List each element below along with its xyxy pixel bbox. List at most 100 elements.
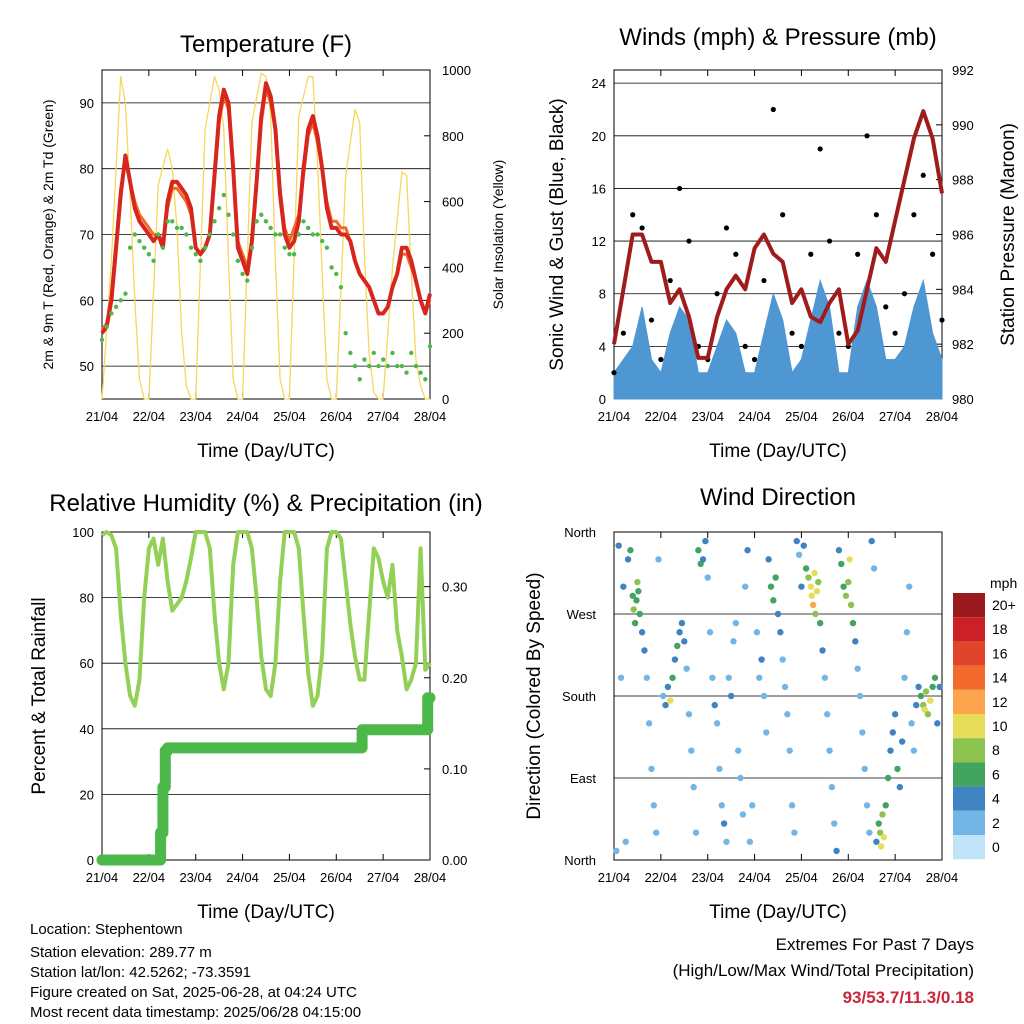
direction-point [786,747,793,754]
figure-created-timestamp: Figure created on Sat, 2025-06-28, at 04… [30,984,357,1001]
direction-point [906,583,913,590]
direction-point [739,811,747,818]
dewpoint-point [418,370,423,375]
dewpoint-point [263,219,269,224]
dewpoint-point [287,252,292,257]
panel-3 [101,531,431,861]
dewpoint-point [380,357,386,362]
station-location: Location: Stephentown [30,921,183,938]
dewpoint-point [216,205,222,211]
direction-point [861,765,868,773]
wind-area [613,278,943,400]
direction-point [880,834,888,841]
dewpoint-point [399,363,405,369]
gust-point [892,330,898,336]
direction-point [831,820,838,827]
direction-point [908,720,915,727]
colorbar-swatch [953,762,985,787]
direction-point [842,592,850,599]
direction-point [896,783,904,791]
dewpoint-point [99,337,105,342]
chart-title: Wind Direction [700,484,856,511]
direction-point [730,638,737,645]
chart-title: Winds (mph) & Pressure (mb) [619,24,936,51]
direction-point [725,674,732,681]
gust-point [639,225,645,231]
direction-point [854,665,861,672]
y2-tick-label: 800 [442,129,464,144]
x-tick-label: 26/04 [320,409,353,424]
dewpoint-point [338,284,344,290]
direction-point [695,547,702,554]
direction-point [887,747,894,754]
direction-point [798,583,805,590]
dewpoint-point [170,219,175,224]
direction-point [898,738,906,745]
dewpoint-point [179,225,184,231]
direction-point [795,551,803,558]
direction-point [849,619,857,627]
y-tick-label: 20 [80,787,94,802]
direction-point [641,647,648,654]
x-tick-label: 22/04 [133,409,166,424]
y2-tick-label: 1000 [442,63,471,78]
y2-tick-label: 992 [952,63,974,78]
rh-line [100,530,432,708]
direction-point [934,720,941,727]
direction-point [868,537,875,545]
direction-point [802,565,810,572]
direction-point [931,674,939,681]
direction-point [846,556,853,563]
direction-point [737,774,744,782]
dewpoint-point [207,232,212,237]
gust-point [798,343,805,349]
dewpoint-point [127,245,133,250]
direction-point [812,610,819,618]
colorbar-swatch [953,593,985,618]
gust-point [714,291,720,297]
direction-point [634,578,641,586]
direction-point [808,592,815,599]
y-axis-label: 2m & 9m T (Red, Orange) & 2m Td (Green) [40,100,56,370]
direction-point [819,647,826,654]
dewpoint-point [390,350,395,356]
dewpoint-point [146,252,152,257]
dewpoint-point [329,265,334,270]
precip-line [96,692,436,866]
direction-point [859,729,866,736]
chart-title: Relative Humidity (%) & Precipitation (i… [49,490,482,517]
y-tick-label: 20 [592,129,606,144]
direction-point [664,683,672,691]
dewpoint-point [141,245,147,250]
dewpoint-point [427,344,433,349]
y2-tick-label: 990 [952,118,974,133]
direction-point [685,711,693,718]
dewpoint-point [221,192,227,198]
direction-point [690,783,697,791]
gust-point [873,212,880,218]
gust-point [883,304,889,310]
x-tick-label: 23/04 [179,870,212,885]
dewpoint-point [174,225,180,231]
colorbar-swatch [953,835,985,860]
direction-point [891,711,899,718]
x-axis-label: Time (Day/UTC) [709,441,847,462]
x-tick-label: 25/04 [273,870,306,885]
y2-tick-label: 0.10 [442,762,467,777]
x-tick-label: 24/04 [738,870,771,885]
direction-point [692,829,700,836]
direction-point [882,802,889,809]
direction-point [903,629,911,636]
x-tick-label: 26/04 [832,409,865,424]
dewpoint-point [395,363,400,369]
colorbar-label: 6 [992,766,1000,782]
x-tick-label: 28/04 [926,409,959,424]
direction-point [688,747,695,754]
y-axis-label: Sonic Wind & Gust (Blue, Black) [547,98,568,370]
y-tick-label: South [562,689,596,704]
dewpoint-point [118,298,123,303]
direction-point [674,642,681,650]
dewpoint-point [249,245,255,250]
direction-point [734,747,742,754]
